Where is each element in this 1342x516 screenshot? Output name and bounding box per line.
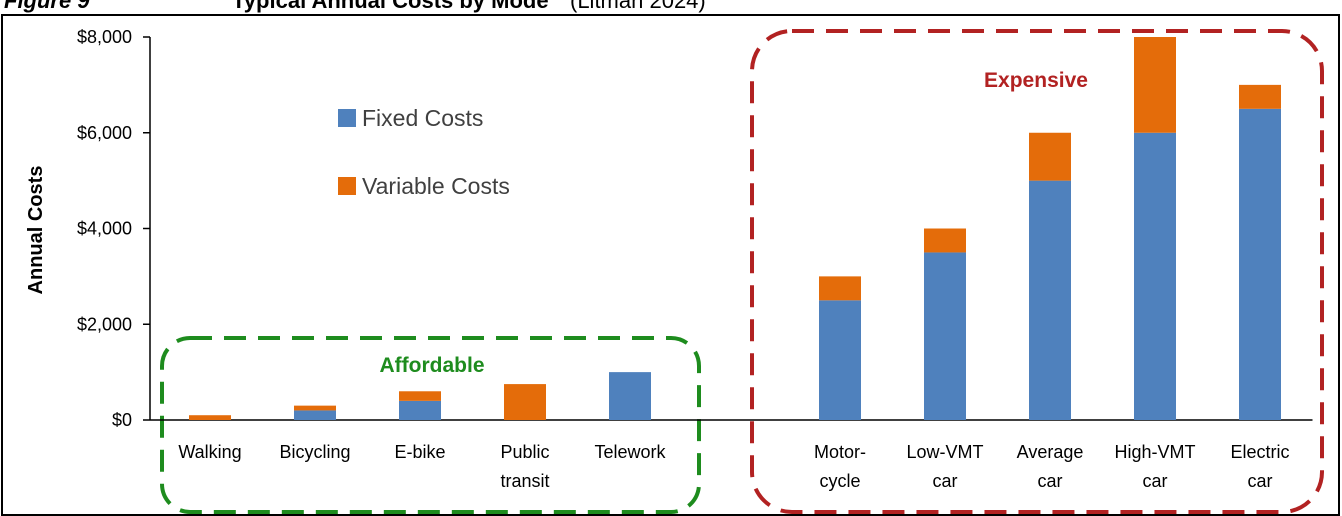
- y-tick-label: $8,000: [77, 27, 132, 47]
- x-tick-label: Average car: [1017, 442, 1084, 491]
- bar-segment: [189, 415, 231, 420]
- figure-label: Figure 9: [4, 0, 90, 13]
- x-tick-label: Public transit: [500, 442, 549, 491]
- source: (Litman 2024): [570, 0, 706, 13]
- legend-label: Variable Costs: [362, 173, 510, 199]
- legend-label: Fixed Costs: [362, 105, 483, 131]
- y-tick-label: $4,000: [77, 219, 132, 239]
- bar-segment: [294, 410, 336, 420]
- frame: [1, 14, 1340, 516]
- bar-segment: [1239, 84, 1281, 109]
- bar-segment: [819, 300, 861, 420]
- annotation: Affordable: [380, 354, 485, 377]
- bar-segment: [924, 252, 966, 420]
- y-tick-label: $0: [112, 410, 132, 430]
- x-tick-label: E-bike: [394, 442, 445, 462]
- bar-segment: [1134, 37, 1176, 133]
- x-tick-label: Motor-cycle: [814, 442, 866, 491]
- bar-segment: [399, 400, 441, 420]
- x-tick-label: Electric car: [1230, 442, 1289, 491]
- x-tick-label: Low-VMT car: [906, 442, 983, 491]
- legend-swatch: [338, 109, 356, 127]
- chart-title: Typical Annual Costs by Mode: [232, 0, 549, 13]
- x-tick-label: Bicycling: [279, 442, 350, 462]
- y-axis-label: Annual Costs: [25, 166, 47, 295]
- bar-segment: [504, 384, 546, 420]
- annotation: Expensive: [984, 69, 1088, 92]
- y-tick-label: $2,000: [77, 314, 132, 334]
- y-tick-label: $6,000: [77, 123, 132, 143]
- affordable-box: [160, 336, 701, 514]
- x-tick-label: Walking: [178, 442, 241, 462]
- bar-segment: [819, 276, 861, 301]
- x-tick-label: High-VMT car: [1114, 442, 1195, 491]
- bar-segment: [924, 228, 966, 253]
- bar-segment: [399, 391, 441, 401]
- bar-segment: [1029, 132, 1071, 181]
- legend-swatch: [338, 177, 356, 195]
- expensive-box: [750, 29, 1324, 514]
- bar-segment: [1029, 180, 1071, 420]
- bar-segment: [294, 405, 336, 411]
- x-tick-label: Telework: [594, 442, 666, 462]
- bar-segment: [609, 372, 651, 420]
- bar-segment: [1239, 108, 1281, 420]
- bar-segment: [1134, 132, 1176, 420]
